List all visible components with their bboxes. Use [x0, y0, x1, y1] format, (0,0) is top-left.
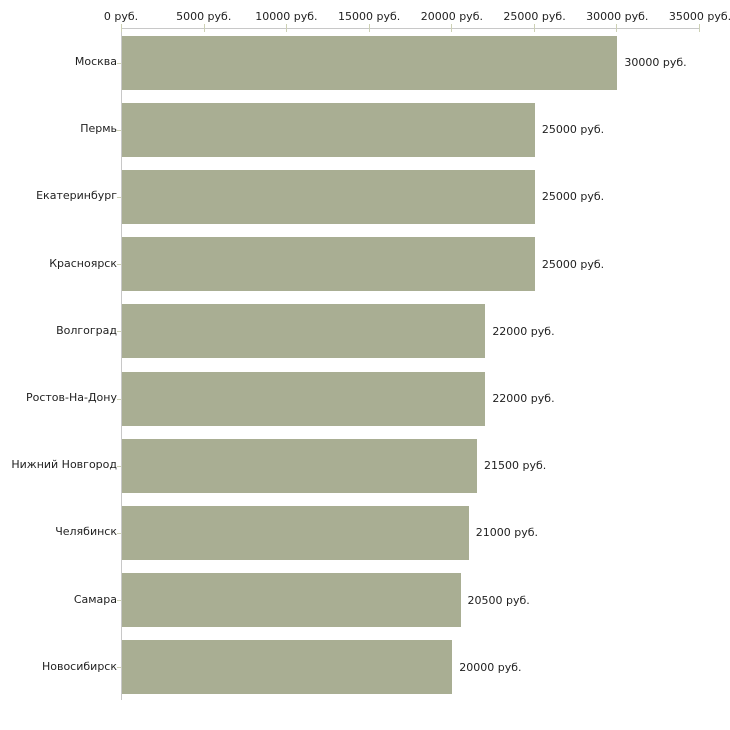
y-axis-tick-mark: [117, 533, 121, 534]
y-axis-tick-mark: [117, 667, 121, 669]
x-axis-tick-label: 30000 руб.: [586, 10, 649, 23]
category-label: Ростов-На-Дону: [25, 391, 117, 405]
x-axis-tick-labels: 0 руб. 5000 руб. 10000 руб. 15000 руб. 20000…: [104, 10, 730, 24]
bar-value-label: 25000 руб.: [541, 190, 605, 204]
y-axis-tick-mark: [117, 600, 121, 602]
bar-row: 20000 руб.: [122, 634, 700, 701]
x-axis-tick-label: 5000 руб.: [176, 10, 232, 23]
bar-row: 20500 руб.: [122, 567, 700, 634]
category-label: Екатеринбург: [36, 189, 117, 203]
x-axis-tick-mark: [368, 24, 370, 32]
category-label: Нижний Новгород: [11, 458, 117, 472]
y-axis-tick-mark: [117, 62, 121, 64]
x-axis-tick-label: 20000 руб.: [420, 10, 483, 23]
bar-2: [122, 102, 535, 157]
bar-row: 21000 руб.: [122, 499, 700, 566]
bar-row: 25000 руб.: [122, 96, 700, 163]
x-axis-tick-mark: [203, 24, 205, 32]
x-axis-tick-label: 0 руб.: [103, 10, 139, 23]
category-label: Москва: [74, 55, 117, 69]
category-label: Пермь: [80, 122, 117, 136]
x-axis-tick-label: 35000 руб.: [668, 10, 730, 23]
bar-9: [122, 573, 461, 628]
bar-row: 22000 руб.: [122, 298, 700, 365]
x-axis-tick-mark: [616, 24, 618, 32]
y-axis-category-labels: Москва Пермь Екатеринбург Красноярск Волгогр…: [0, 28, 117, 700]
x-axis-tick-mark: [451, 24, 453, 32]
x-axis-tick-label: 10000 руб.: [255, 10, 318, 23]
x-axis-tick-mark: [286, 24, 288, 32]
bar-row: 25000 руб.: [122, 163, 700, 230]
bar-value-label: 21500 руб.: [484, 459, 547, 473]
bar-value-label: 25000 руб.: [541, 123, 605, 137]
category-label: Челябинск: [55, 525, 117, 539]
bar-7: [122, 438, 478, 493]
bar-value-label: 30000 руб.: [624, 56, 687, 70]
x-axis-tick-mark: [121, 24, 122, 32]
category-label: Волгоград: [56, 323, 117, 337]
bar-4: [122, 237, 535, 292]
bar-8: [122, 505, 469, 560]
x-axis-tick-mark: [533, 24, 535, 32]
bar-6: [122, 371, 486, 426]
bar-1: [122, 35, 618, 90]
bar-value-label: 21000 руб.: [475, 526, 539, 540]
bar-value-label: 25000 руб.: [541, 257, 605, 271]
bar-value-label: 20000 руб.: [459, 660, 522, 674]
x-axis-tick-label: 15000 руб.: [338, 10, 401, 23]
bar-row: 22000 руб.: [122, 365, 700, 432]
bar-row: 25000 руб.: [122, 231, 700, 298]
category-label: Красноярск: [49, 256, 117, 270]
bar-value-label: 20500 руб.: [467, 593, 530, 607]
bar-3: [122, 169, 535, 224]
category-label: Новосибирск: [41, 659, 117, 673]
y-axis-tick-mark: [117, 264, 121, 266]
y-axis-tick-mark: [117, 465, 121, 467]
bar-value-label: 22000 руб.: [492, 324, 555, 338]
y-axis-tick-mark: [117, 129, 121, 131]
plot-area: 30000 руб. 25000 руб. 25000 руб. 25000 руб.…: [117, 24, 700, 701]
bar-5: [122, 304, 486, 359]
y-axis-tick-mark: [117, 331, 121, 333]
bar-10: [122, 640, 453, 695]
y-axis-tick-mark: [117, 197, 121, 198]
x-axis-tick-label: 25000 руб.: [503, 10, 566, 23]
x-axis-tick-mark: [699, 24, 700, 32]
bar-row: 21500 руб.: [122, 432, 700, 499]
bar-value-label: 22000 руб.: [492, 392, 555, 406]
y-axis-tick-mark: [117, 398, 121, 400]
category-label: Самара: [73, 592, 117, 606]
bar-row: 30000 руб.: [122, 29, 700, 96]
